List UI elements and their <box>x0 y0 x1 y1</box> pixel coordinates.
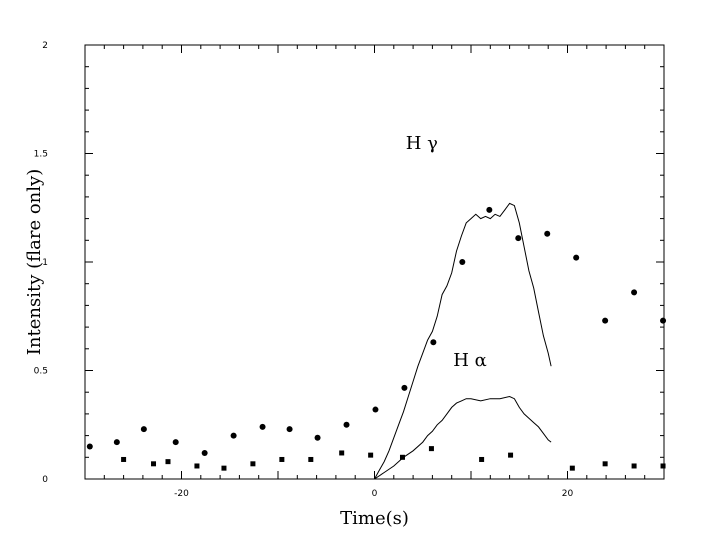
data-point-square <box>151 461 157 467</box>
x-axis-title: Time(s) <box>340 508 409 529</box>
data-point-circle <box>140 426 147 433</box>
y-tick-label: 1 <box>42 258 48 268</box>
annotation-label: H γ <box>406 133 438 154</box>
data-point-square <box>428 446 434 452</box>
y-axis-title: Intensity (flare only) <box>24 169 45 355</box>
series-3 <box>374 202 552 480</box>
data-series <box>86 202 667 480</box>
data-point-circle <box>602 317 609 324</box>
data-point-circle <box>430 339 437 346</box>
data-point-circle <box>515 235 522 242</box>
data-point-square <box>602 461 608 467</box>
curve-line <box>374 395 552 480</box>
data-point-circle <box>172 439 179 446</box>
plot-frame <box>84 44 665 480</box>
axis-ticks <box>84 44 665 480</box>
annotation-label: H α <box>453 350 487 371</box>
y-tick-label: 0 <box>42 475 48 485</box>
data-point-square <box>339 450 345 456</box>
x-tick-label: 0 <box>372 489 378 499</box>
data-point-circle <box>544 230 551 237</box>
data-point-square <box>569 465 575 471</box>
data-point-circle <box>286 426 293 433</box>
axis-tick-labels: -20 0 20 0 0.5 1 1.5 2 <box>34 41 574 499</box>
data-point-circle <box>201 449 208 456</box>
data-point-square <box>165 459 171 465</box>
data-point-square <box>250 461 256 467</box>
y-tick-label: 2 <box>42 41 48 51</box>
data-point-circle <box>486 206 493 213</box>
data-point-circle <box>230 432 237 439</box>
data-point-square <box>479 456 485 462</box>
data-point-square <box>121 456 127 462</box>
x-tick-label: -20 <box>174 489 189 499</box>
data-point-square <box>221 465 227 471</box>
series-2 <box>121 446 666 471</box>
y-tick-label: 0.5 <box>34 367 48 377</box>
y-tick-label: 1.5 <box>34 150 48 160</box>
data-point-circle <box>372 406 379 413</box>
data-point-square <box>194 463 200 469</box>
data-point-square <box>508 452 514 458</box>
data-point-square <box>368 452 374 458</box>
data-point-square <box>660 463 666 469</box>
data-point-circle <box>314 434 321 441</box>
data-point-circle <box>631 289 638 296</box>
plot-border <box>84 44 665 480</box>
data-point-square <box>308 456 314 462</box>
data-point-square <box>279 456 285 462</box>
x-tick-label: 20 <box>562 489 574 499</box>
data-point-circle <box>660 317 667 324</box>
data-point-circle <box>573 254 580 261</box>
curve-line <box>374 202 552 480</box>
data-point-circle <box>259 423 266 430</box>
data-point-circle <box>113 439 120 446</box>
annotations: H γ H α <box>406 133 487 371</box>
data-point-circle <box>86 443 93 450</box>
data-point-square <box>399 454 405 460</box>
data-point-square <box>631 463 637 469</box>
series-1 <box>86 206 667 456</box>
series-4 <box>374 395 552 480</box>
data-point-circle <box>401 384 408 391</box>
data-point-circle <box>459 259 466 265</box>
data-point-circle <box>343 421 350 428</box>
